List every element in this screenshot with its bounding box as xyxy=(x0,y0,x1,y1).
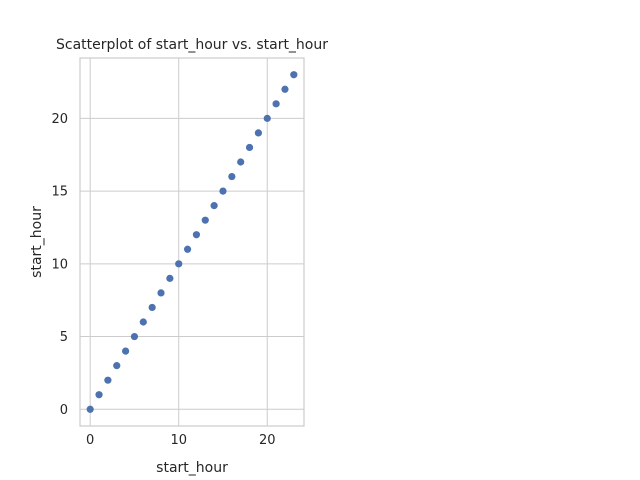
data-point xyxy=(121,347,130,355)
data-points xyxy=(86,71,298,413)
data-point xyxy=(201,216,209,224)
data-point xyxy=(272,100,280,108)
y-tick-label: 0 xyxy=(60,403,68,418)
data-point xyxy=(95,391,103,399)
data-point xyxy=(166,274,174,282)
y-tick-label: 15 xyxy=(51,185,68,200)
y-axis-label: start_hour xyxy=(29,206,45,278)
data-point xyxy=(281,85,289,93)
grid xyxy=(80,58,304,426)
data-point xyxy=(254,129,263,137)
y-tick-label: 10 xyxy=(51,257,68,272)
tick-labels: 0 10 20 0 5 10 15 20 xyxy=(51,112,275,448)
x-tick-label: 10 xyxy=(170,433,187,448)
x-tick-label: 0 xyxy=(86,433,94,448)
data-point xyxy=(113,362,121,370)
data-point xyxy=(210,202,218,210)
data-point xyxy=(148,303,156,312)
y-tick-label: 5 xyxy=(60,330,68,345)
data-point xyxy=(86,405,94,413)
x-tick-label: 20 xyxy=(259,433,276,448)
data-point xyxy=(263,114,271,122)
data-point xyxy=(130,332,139,341)
data-point xyxy=(245,143,254,152)
chart-title: Scatterplot of start_hour vs. start_hour xyxy=(56,37,328,53)
data-point xyxy=(192,231,201,239)
plot-frame xyxy=(79,57,305,427)
data-point xyxy=(175,260,183,268)
data-point xyxy=(290,71,298,79)
data-point xyxy=(104,376,112,384)
data-point xyxy=(183,245,192,253)
y-tick-label: 20 xyxy=(51,112,68,127)
data-point xyxy=(139,318,147,326)
data-point xyxy=(219,187,227,195)
data-point xyxy=(157,289,165,297)
data-point xyxy=(228,172,236,181)
data-point xyxy=(237,158,245,166)
x-axis-label: start_hour xyxy=(156,460,228,476)
